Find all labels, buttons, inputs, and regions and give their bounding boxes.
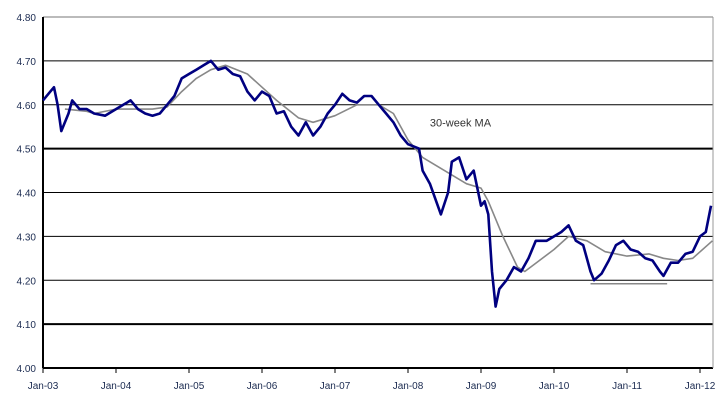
x-tick-label: Jan-08 [393,381,424,392]
x-tick-label: Jan-04 [101,381,132,392]
x-tick-label: Jan-05 [174,381,205,392]
series-group [41,59,713,308]
y-tick-label: 4.30 [17,232,37,243]
y-tick-label: 4.50 [17,145,37,156]
x-tick-label: Jan-09 [466,381,497,392]
y-tick-label: 4.60 [17,101,37,112]
y-tick-label: 4.70 [17,57,37,68]
x-axis: Jan-03 Jan-04 Jan-05 Jan-06 Jan-07 Jan-08 Jan-… [28,368,716,392]
ma-annotation-label: 30-week MA [430,118,492,130]
annotations: 30-week MA [430,118,668,285]
y-tick-label: 4.00 [17,364,37,375]
x-tick-label: Jan-07 [320,381,351,392]
x-tick-label: Jan-12 [685,381,716,392]
y-axis: 4.00 4.10 4.20 4.30 4.40 4.50 4.60 4.70 4.80 [17,13,37,375]
x-tick-label: Jan-11 [612,381,642,392]
gridlines [42,16,714,369]
y-tick-label: 4.40 [17,189,37,200]
moving-average-line [64,64,713,273]
x-tick-label: Jan-06 [247,381,278,392]
x-tick-label: Jan-10 [539,381,570,392]
x-tick-label: Jan-03 [28,381,59,392]
y-tick-label: 4.80 [17,13,37,24]
y-tick-label: 4.10 [17,320,37,331]
y-tick-label: 4.20 [17,276,37,287]
weekly-series-line [41,59,713,308]
